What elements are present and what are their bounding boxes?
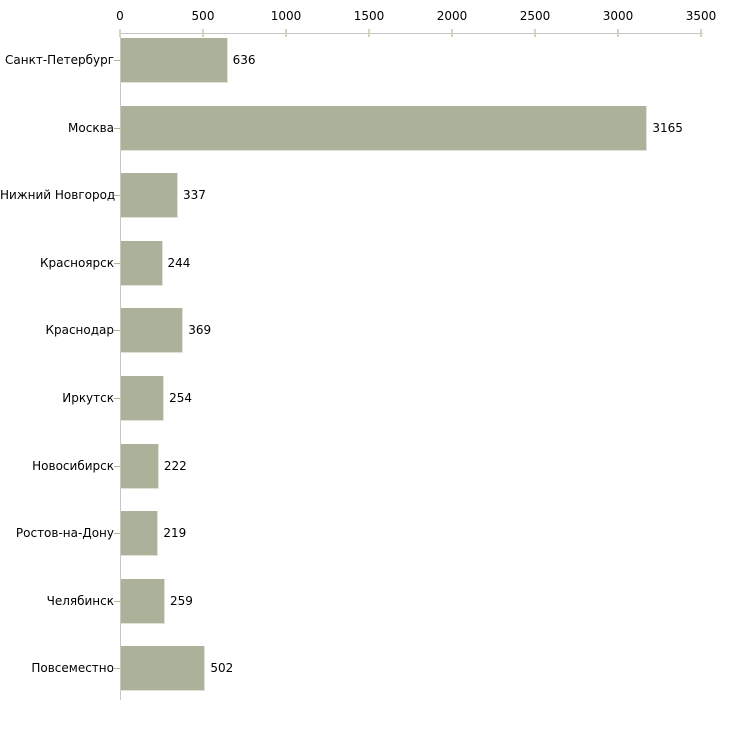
x-axis-tick-label: 3500	[685, 9, 717, 23]
y-axis-tick	[114, 60, 120, 61]
x-axis-tick	[285, 29, 287, 37]
chart-row: Краснодар 369	[0, 303, 730, 371]
chart-row: Красноярск 244	[0, 236, 730, 304]
value-label: 369	[188, 323, 212, 338]
category-label: Москва	[68, 120, 114, 135]
y-axis-tick	[114, 465, 120, 467]
chart-row: Иркутск 254	[0, 371, 730, 439]
bar	[121, 173, 178, 219]
bar	[121, 443, 159, 489]
y-axis-tick	[114, 195, 120, 197]
chart-row: Ростов-на-Дону 219	[0, 506, 730, 574]
x-axis-tick-label: 0	[116, 9, 124, 23]
category-label: Новосибирск	[32, 458, 114, 473]
category-label: Повсеместно	[31, 661, 114, 676]
category-label: Челябинск	[46, 593, 114, 608]
category-label: Иркутск	[62, 391, 114, 405]
value-label: 259	[169, 593, 193, 608]
chart-row: Новосибирск 222	[0, 439, 730, 507]
category-label: Ростов-на-Дону	[15, 526, 114, 541]
bar	[121, 376, 165, 421]
x-axis-tick	[368, 29, 370, 37]
x-axis-tick	[534, 29, 536, 37]
chart-row: Москва 3165	[0, 101, 730, 169]
chart-row: Повсеместно 502	[0, 641, 730, 709]
bar	[121, 511, 159, 557]
category-label: Нижний Новгород	[0, 188, 116, 203]
x-axis-tick-label: 1500	[353, 9, 385, 23]
x-axis-tick	[617, 29, 619, 37]
y-axis-tick	[114, 600, 120, 602]
bar	[121, 105, 648, 151]
chart-row: Челябинск 259	[0, 574, 730, 642]
x-axis-line	[120, 33, 703, 34]
bar	[121, 38, 228, 83]
chart-row: Нижний Новгород 337	[0, 168, 730, 236]
value-label: 502	[210, 661, 234, 676]
category-label: Красноярск	[40, 255, 114, 270]
bar	[121, 646, 206, 692]
value-label: 3165	[652, 120, 683, 135]
value-label: 244	[167, 255, 191, 270]
x-axis-tick-label: 1000	[270, 9, 302, 23]
x-axis-tick-label: 2500	[519, 9, 551, 23]
value-label: 337	[182, 188, 206, 203]
x-axis-tick	[451, 29, 453, 37]
bar	[121, 578, 165, 624]
bar	[121, 308, 184, 354]
x-axis-tick-label: 3000	[602, 9, 634, 23]
y-axis-tick	[114, 262, 120, 264]
y-axis-tick	[114, 533, 120, 535]
x-axis-tick	[202, 29, 204, 37]
y-axis-tick	[114, 127, 120, 129]
y-axis-tick	[114, 668, 120, 670]
y-axis-tick	[114, 330, 120, 332]
chart-row: Санкт-Петербург 636	[0, 33, 730, 101]
bar	[121, 240, 163, 286]
value-label: 254	[169, 391, 193, 405]
y-axis-tick	[114, 398, 120, 399]
x-axis-tick	[119, 29, 121, 37]
category-label: Краснодар	[45, 323, 114, 338]
value-label: 222	[163, 458, 187, 473]
value-label: 636	[232, 53, 256, 67]
y-axis-line	[120, 33, 121, 700]
x-axis-tick	[700, 29, 702, 37]
value-label: 219	[163, 526, 187, 541]
category-label: Санкт-Петербург	[5, 53, 114, 67]
x-axis-tick-label: 2000	[436, 9, 468, 23]
x-axis-tick-label: 500	[191, 9, 215, 23]
